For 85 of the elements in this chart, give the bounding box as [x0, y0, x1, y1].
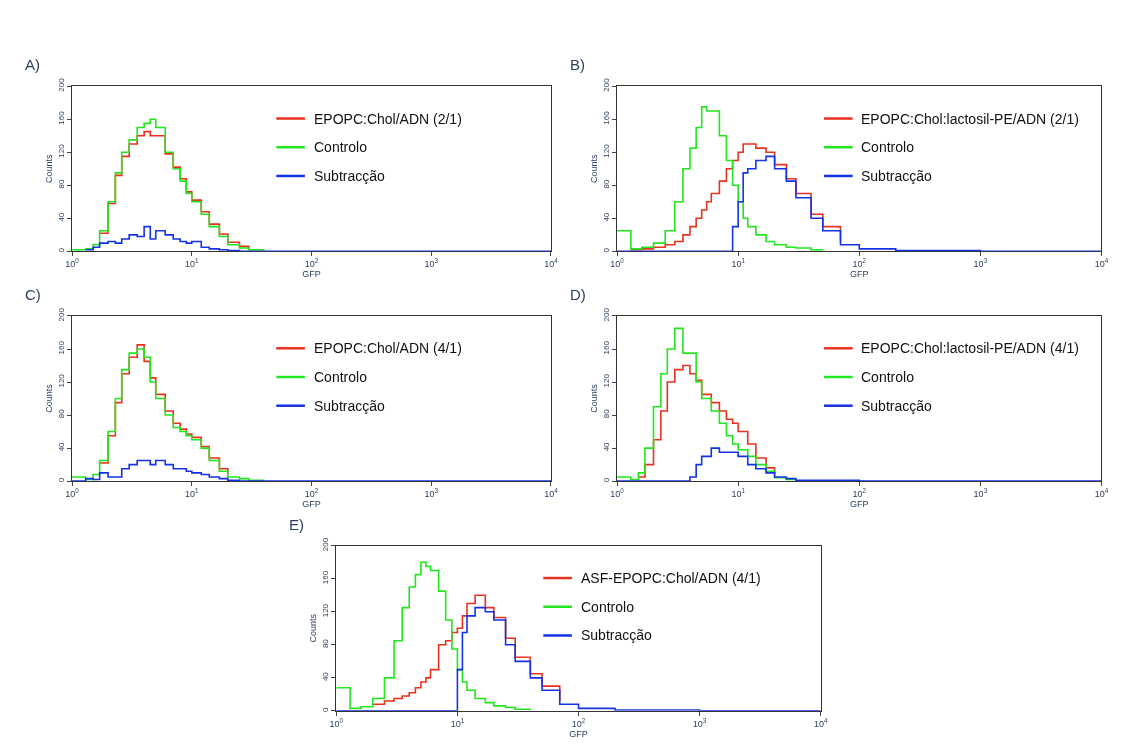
y-axis-title: Counts: [589, 383, 600, 413]
y-tick-label: 160: [321, 570, 331, 585]
x-tick-label: 10$^{1}$: [185, 257, 200, 270]
y-tick-label: 120: [601, 143, 611, 158]
x-tick-label: 10$^{4}$: [544, 487, 559, 499]
chart-title: B): [570, 56, 585, 73]
y-tick-label: 160: [56, 340, 66, 355]
chart-title: A): [25, 56, 40, 73]
legend-label: Controlo: [581, 599, 635, 615]
y-tick-label: 40: [601, 441, 611, 452]
y-tick-label: 200: [56, 307, 66, 322]
x-tick-label: 10$^{0}$: [65, 487, 80, 499]
y-tick-label: 200: [601, 307, 611, 322]
y-tick-label: 200: [601, 77, 611, 92]
y-tick-label: 0: [601, 477, 611, 483]
x-tick-label: 10$^{2}$: [304, 257, 319, 270]
x-axis-title: GFP: [302, 498, 321, 509]
legend-label: Subtracção: [861, 398, 933, 414]
y-tick-label: 0: [321, 706, 331, 712]
x-tick-label: 10$^{3}$: [973, 487, 988, 499]
y-tick-label: 160: [601, 340, 611, 355]
x-tick-label: 10$^{1}$: [731, 487, 746, 499]
y-tick-label: 80: [56, 408, 66, 419]
y-tick-label: 80: [56, 179, 66, 189]
x-tick-label: 10$^{3}$: [424, 257, 439, 270]
y-tick-label: 200: [321, 537, 331, 552]
chart-title: D): [570, 286, 586, 303]
x-tick-label: 10$^{2}$: [571, 716, 586, 729]
x-tick-label: 10$^{4}$: [544, 257, 559, 270]
legend-label: Controlo: [861, 369, 915, 385]
y-tick-label: 120: [601, 373, 611, 388]
y-axis-title: Counts: [589, 154, 600, 184]
x-tick-label: 10$^{4}$: [813, 716, 828, 729]
legend-label: Subtracção: [314, 168, 386, 184]
x-tick-label: 10$^{0}$: [329, 716, 344, 729]
y-tick-label: 120: [321, 603, 331, 618]
legend-label: EPOPC:Chol/ADN (2/1): [314, 111, 462, 127]
y-tick-label: 40: [56, 212, 66, 222]
x-tick-label: 10$^{0}$: [65, 257, 80, 270]
legend-label: Subtracção: [314, 398, 386, 414]
y-tick-label: 80: [321, 638, 331, 649]
x-axis-title: GFP: [850, 269, 869, 280]
y-tick-label: 120: [56, 143, 66, 158]
y-axis-title: Counts: [44, 383, 55, 413]
legend-label: Controlo: [861, 139, 915, 155]
x-tick-label: 10$^{3}$: [692, 716, 707, 729]
legend-label: Subtracção: [581, 627, 653, 643]
y-tick-label: 40: [56, 441, 66, 452]
x-axis-title: GFP: [850, 498, 869, 509]
y-tick-label: 160: [601, 110, 611, 125]
y-tick-label: 0: [601, 247, 611, 253]
y-tick-label: 40: [321, 671, 331, 682]
x-axis-title: GFP: [302, 269, 321, 280]
x-axis-title: GFP: [569, 728, 588, 739]
legend-label: EPOPC:Chol:lactosil-PE/ADN (2/1): [861, 111, 1079, 127]
x-tick-label: 10$^{0}$: [610, 257, 625, 270]
legend-label: Subtracção: [861, 168, 933, 184]
legend-label: EPOPC:Chol:lactosil-PE/ADN (4/1): [861, 340, 1079, 356]
legend-label: EPOPC:Chol/ADN (4/1): [314, 340, 462, 356]
y-tick-label: 0: [56, 247, 66, 253]
y-tick-label: 80: [601, 179, 611, 189]
x-tick-label: 10$^{3}$: [424, 487, 439, 499]
x-tick-label: 10$^{2}$: [304, 487, 319, 499]
x-tick-label: 10$^{2}$: [852, 487, 867, 499]
y-tick-label: 40: [601, 212, 611, 222]
legend-label: Controlo: [314, 369, 368, 385]
x-tick-label: 10$^{4}$: [1094, 257, 1109, 270]
legend-label: ASF-EPOPC:Chol/ADN (4/1): [581, 570, 761, 586]
y-tick-label: 200: [56, 77, 66, 92]
x-tick-label: 10$^{4}$: [1094, 487, 1109, 499]
y-tick-label: 120: [56, 373, 66, 388]
y-tick-label: 0: [56, 477, 66, 483]
x-tick-label: 10$^{2}$: [852, 257, 867, 270]
legend-label: Controlo: [314, 139, 368, 155]
chart-title: C): [25, 286, 41, 303]
x-tick-label: 10$^{3}$: [973, 257, 988, 270]
x-tick-label: 10$^{1}$: [450, 716, 465, 729]
x-tick-label: 10$^{1}$: [185, 487, 200, 499]
chart-title: E): [289, 516, 304, 533]
x-tick-label: 10$^{1}$: [731, 257, 746, 270]
y-axis-title: Counts: [44, 154, 55, 184]
y-axis-title: Counts: [308, 613, 319, 643]
y-tick-label: 80: [601, 408, 611, 419]
x-tick-label: 10$^{0}$: [610, 487, 625, 499]
y-tick-label: 160: [56, 110, 66, 125]
